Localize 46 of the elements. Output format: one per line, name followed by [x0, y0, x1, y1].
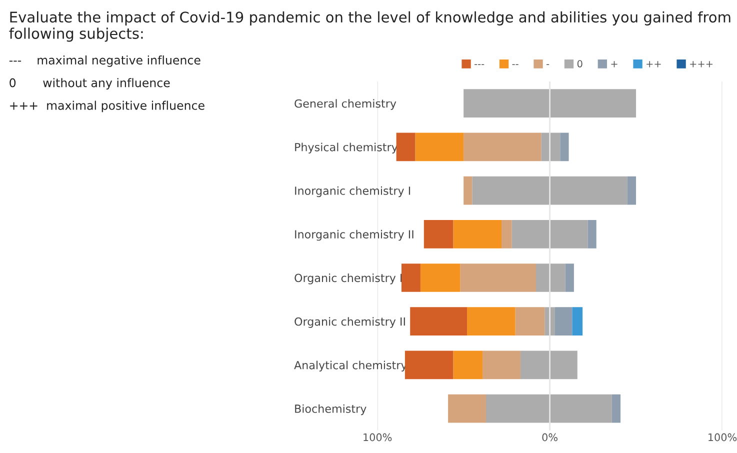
bar — [560, 132, 569, 162]
x-tick-label: 100% — [364, 433, 392, 442]
y-tick-label: Inorganic chemistry I — [295, 186, 410, 198]
legend-label: ++ — [646, 61, 661, 68]
y-tick-label: Biochemistry — [295, 404, 366, 416]
bar — [401, 264, 420, 292]
x-tick-label: 100% — [708, 433, 737, 442]
bar — [404, 350, 454, 380]
bar — [453, 220, 502, 248]
text: --- maximal negative influence — [9, 55, 200, 67]
text: 0 without any influence — [10, 78, 170, 90]
bar — [627, 176, 636, 205]
bar — [464, 176, 472, 205]
bar — [396, 132, 416, 162]
text: +++ maximal positive influence — [10, 100, 204, 112]
y-tick-label: Organic chemistry II — [294, 317, 405, 328]
bar — [464, 132, 542, 162]
y-tick-label: General chemistry — [294, 99, 396, 110]
bar — [482, 350, 520, 380]
legend-label: + — [611, 61, 618, 68]
bar — [415, 132, 464, 162]
bar — [565, 264, 574, 292]
legend-label: --- — [474, 64, 484, 66]
legend-label: - — [546, 64, 550, 66]
bar — [453, 350, 483, 380]
y-tick-label: Physical chemistry — [295, 142, 398, 154]
legend-label: 0 — [577, 60, 582, 68]
y-tick-label: Inorganic chemistry II — [295, 230, 414, 241]
bar — [410, 307, 468, 336]
bar — [420, 264, 460, 292]
bar — [424, 220, 454, 248]
bar — [460, 264, 536, 292]
bar — [467, 307, 516, 336]
x-tick-label: 0% — [542, 433, 558, 442]
bar — [572, 307, 583, 336]
bar — [448, 394, 486, 423]
bar — [588, 220, 596, 248]
y-tick-label: Organic chemistry I — [294, 274, 402, 284]
y-tick-label: Analytical chemistry — [294, 360, 407, 372]
bar — [502, 220, 512, 248]
bar — [515, 307, 545, 336]
legend-label: +++ — [690, 61, 712, 68]
bar — [554, 307, 572, 336]
legend-label: -- — [512, 64, 518, 66]
chart-title: Evaluate the impact of Covid-19 pandemic on the level of knowledge and abilities you gained from following subjects: — [9, 11, 730, 42]
bar — [612, 394, 621, 423]
